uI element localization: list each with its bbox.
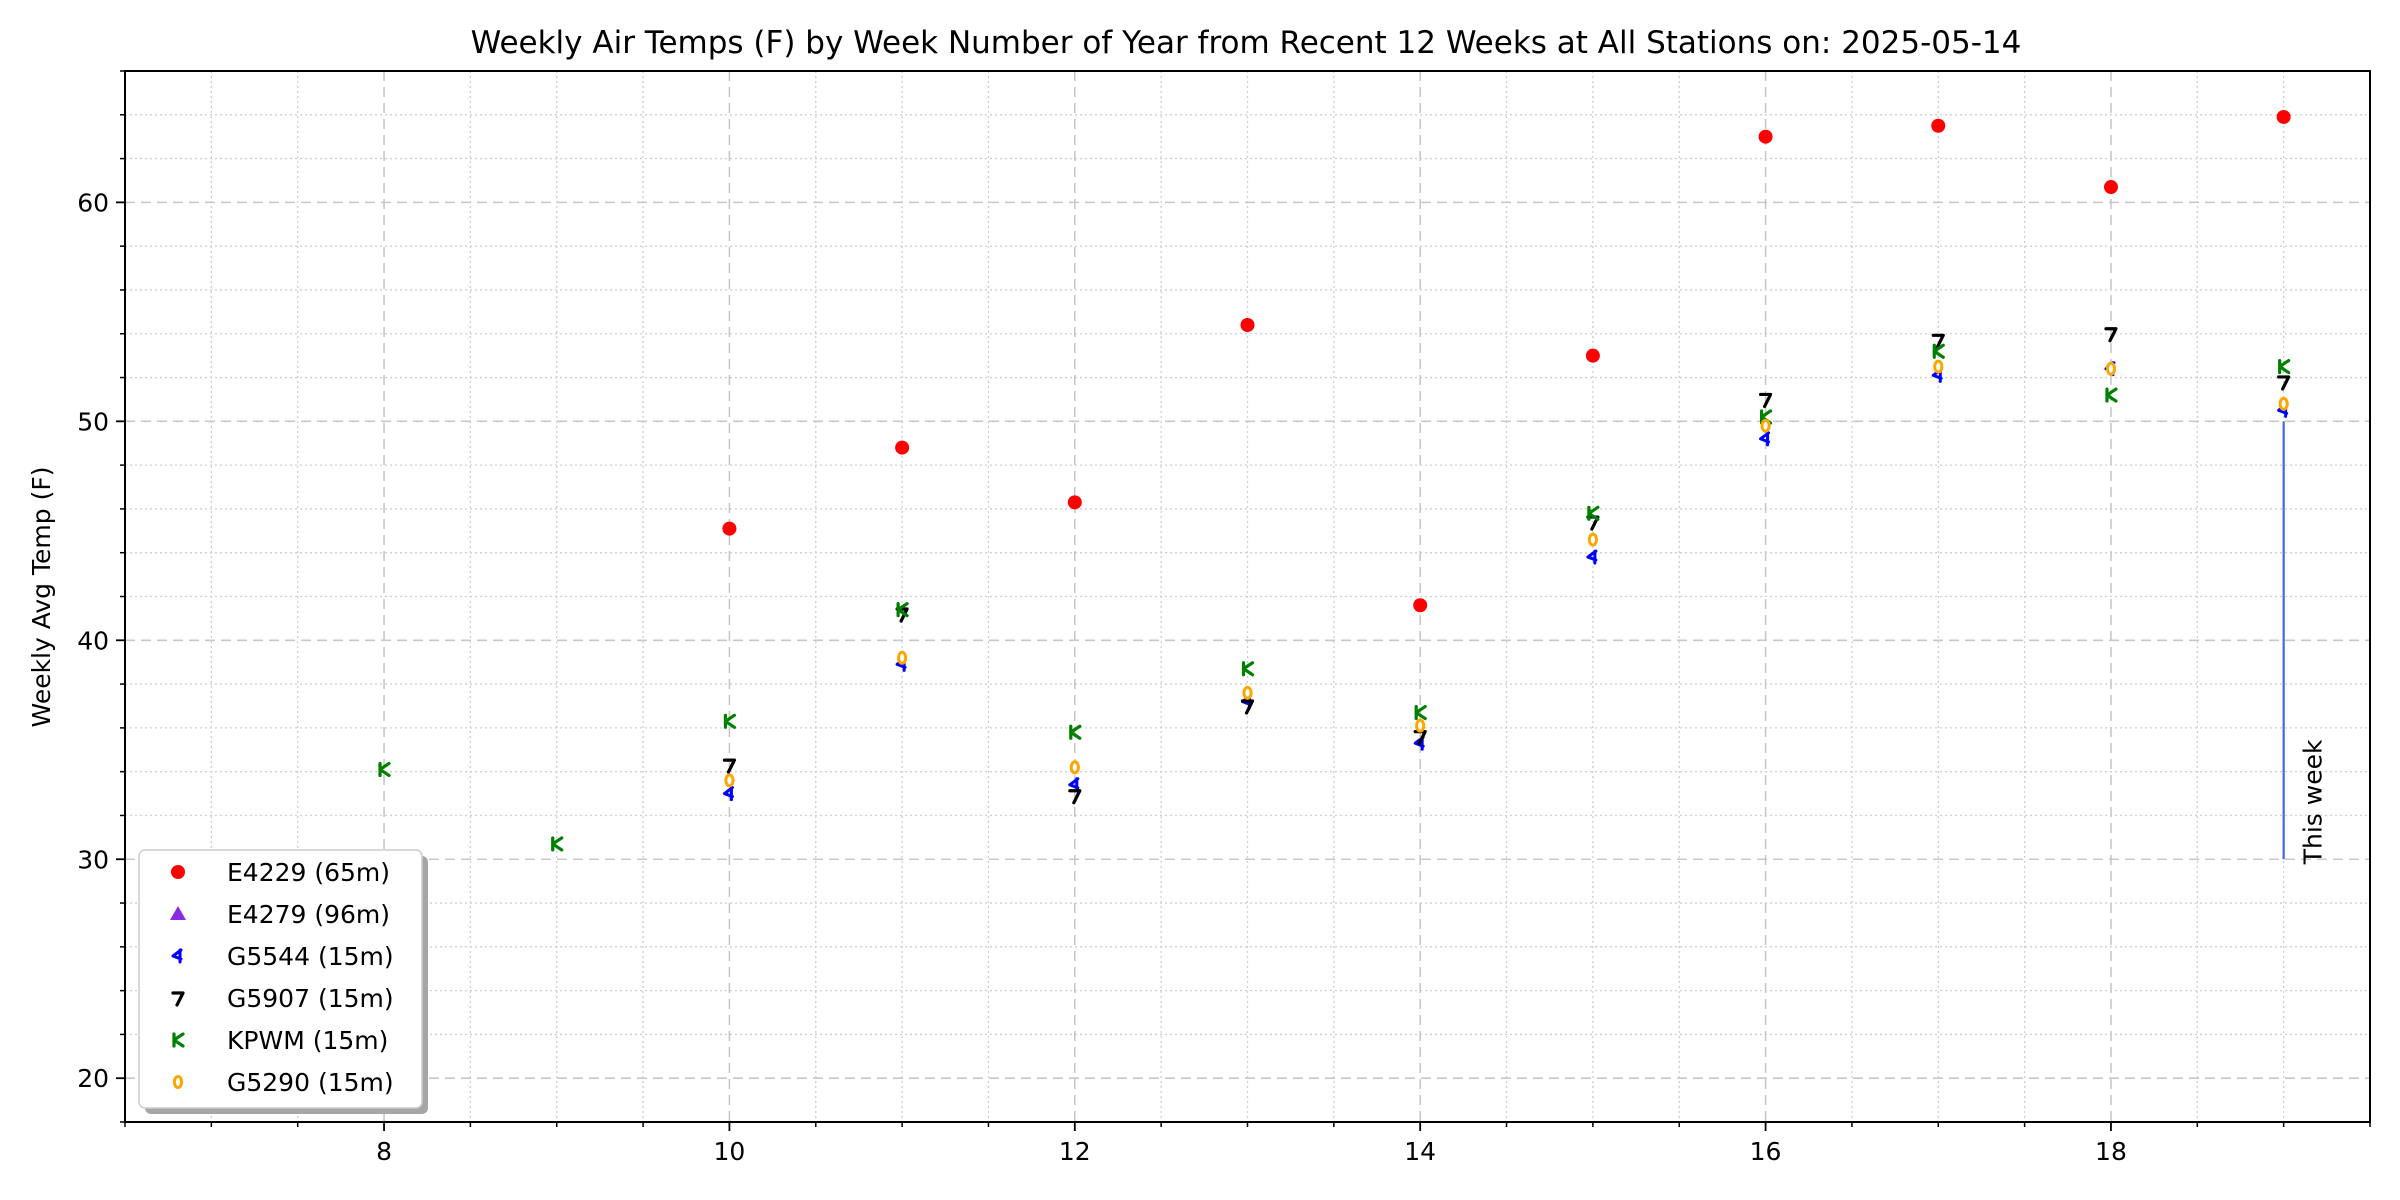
legend-label: G5290 (15m) xyxy=(227,1068,394,1097)
axes: 8 10 12 14 16 18 20 30 40 50 60 xyxy=(77,70,2371,1166)
data-point xyxy=(1415,718,1426,733)
data-point xyxy=(2104,327,2118,343)
data-point xyxy=(723,713,737,729)
data-point xyxy=(1240,317,1255,332)
chart-title: Weekly Air Temps (F) by Week Number of Y… xyxy=(471,25,2022,61)
data-point xyxy=(896,602,909,618)
data-point xyxy=(1240,699,1255,715)
y-axis-label: Weekly Avg Temp (F) xyxy=(27,467,56,728)
data-point xyxy=(1242,685,1253,700)
data-point xyxy=(1587,505,1600,521)
y-tick-label: 40 xyxy=(77,626,109,655)
y-tick-label: 30 xyxy=(77,845,109,874)
legend-item: KPWM (15m) xyxy=(172,1026,388,1055)
legend-label: KPWM (15m) xyxy=(227,1026,388,1055)
legend-marker xyxy=(171,948,183,964)
series-0 xyxy=(722,109,2291,613)
series-layer xyxy=(378,109,2291,852)
data-point xyxy=(1932,343,1945,359)
legend-marker xyxy=(172,1075,184,1089)
legend-label: G5907 (15m) xyxy=(227,984,394,1013)
series-5 xyxy=(724,359,2289,788)
legend-item: G5290 (15m) xyxy=(172,1068,394,1097)
x-tick-label: 18 xyxy=(2095,1137,2127,1166)
data-point xyxy=(722,521,737,536)
data-point xyxy=(1067,495,1082,510)
x-tick-label: 16 xyxy=(1750,1137,1782,1166)
data-point xyxy=(1069,760,1080,775)
data-point xyxy=(897,650,908,665)
plot-area: 8 10 12 14 16 18 20 30 40 50 60 This week xyxy=(77,70,2371,1166)
y-tick-label: 60 xyxy=(77,188,109,217)
data-point xyxy=(1068,777,1080,793)
legend-items: E4229 (65m) E4279 (96m) G5544 (15m) G5907 (… xyxy=(170,858,394,1097)
data-point xyxy=(2278,396,2289,411)
legend-label: E4279 (96m) xyxy=(227,900,390,929)
data-point xyxy=(1413,598,1428,613)
data-point xyxy=(1585,348,1600,363)
y-tick-label: 50 xyxy=(77,407,109,436)
major-grid xyxy=(125,71,2370,1122)
data-point xyxy=(2105,361,2117,376)
data-point xyxy=(1586,549,1598,565)
legend-box xyxy=(138,849,423,1109)
x-tick-label: 10 xyxy=(714,1137,746,1166)
data-point xyxy=(1759,431,1771,447)
data-point xyxy=(1414,704,1427,721)
data-point xyxy=(895,440,910,455)
annotation-layer: This week xyxy=(2282,421,2328,865)
data-point xyxy=(1931,333,1945,349)
data-point xyxy=(1760,418,1771,433)
legend-label: E4229 (65m) xyxy=(227,858,390,887)
y-tick-label: 20 xyxy=(77,1064,109,1093)
legend-item: G5907 (15m) xyxy=(171,984,394,1013)
legend: E4229 (65m) E4279 (96m) G5544 (15m) G5907 (… xyxy=(138,849,428,1114)
data-point xyxy=(551,836,564,852)
data-point xyxy=(2277,375,2291,391)
legend-item: E4279 (96m) xyxy=(170,900,390,929)
x-tick-label: 8 xyxy=(376,1137,392,1166)
this-week-label: This week xyxy=(2299,739,2328,865)
data-point xyxy=(1758,129,1773,144)
data-point xyxy=(722,758,737,774)
data-point xyxy=(1931,118,1946,133)
legend-marker xyxy=(171,865,185,879)
series-4 xyxy=(378,343,2291,852)
legend-marker xyxy=(171,991,185,1007)
series-3 xyxy=(722,327,2291,805)
data-point xyxy=(1587,532,1598,547)
data-point xyxy=(1069,724,1082,740)
data-point xyxy=(2278,358,2291,375)
data-point xyxy=(722,786,734,802)
legend-marker xyxy=(170,906,186,920)
data-point xyxy=(2105,387,2118,403)
minor-grid xyxy=(125,71,2370,1122)
legend-item: G5544 (15m) xyxy=(171,942,394,971)
x-tick-label: 14 xyxy=(1404,1137,1436,1166)
data-point xyxy=(378,761,391,778)
data-point xyxy=(1068,789,1082,805)
legend-item: E4229 (65m) xyxy=(171,858,390,887)
data-point xyxy=(724,773,735,788)
data-point xyxy=(1758,392,1773,409)
data-point xyxy=(1241,661,1255,677)
data-point xyxy=(1586,515,1600,531)
data-point xyxy=(2276,109,2291,124)
legend-label: G5544 (15m) xyxy=(227,942,394,971)
x-tick-label: 12 xyxy=(1059,1137,1091,1166)
legend-marker xyxy=(172,1032,185,1048)
data-point xyxy=(1933,359,1944,374)
data-point xyxy=(2103,180,2118,195)
